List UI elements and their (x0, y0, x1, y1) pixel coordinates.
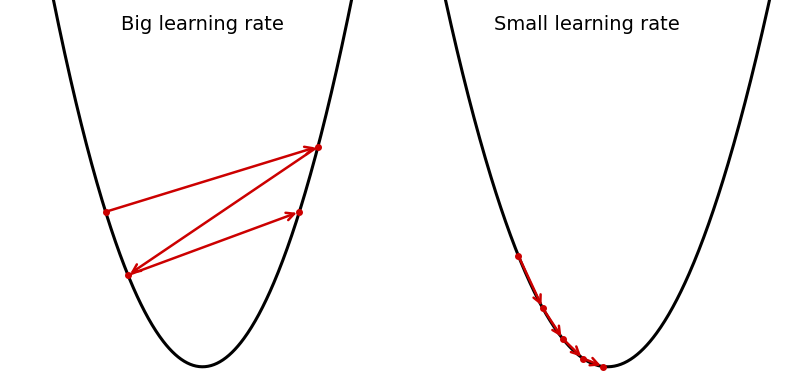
Text: Big learning rate: Big learning rate (121, 15, 284, 34)
Text: Small learning rate: Small learning rate (494, 15, 680, 34)
